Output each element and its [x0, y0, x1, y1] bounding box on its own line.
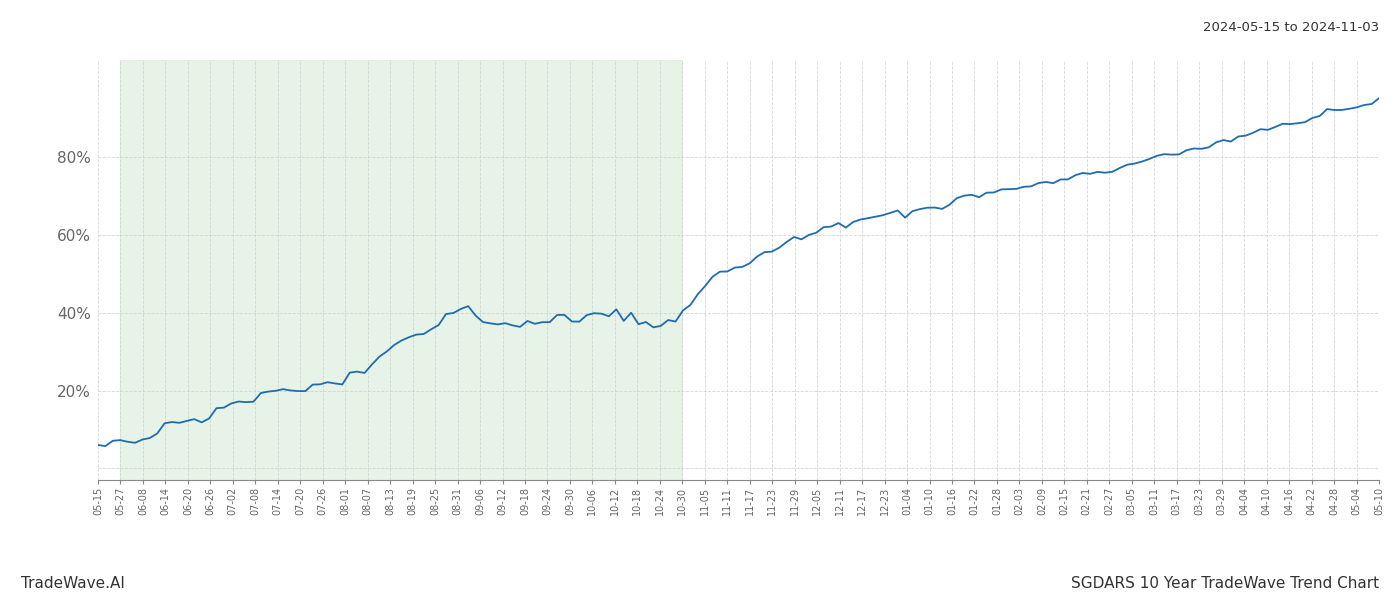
- Text: 2024-05-15 to 2024-11-03: 2024-05-15 to 2024-11-03: [1203, 21, 1379, 34]
- Text: SGDARS 10 Year TradeWave Trend Chart: SGDARS 10 Year TradeWave Trend Chart: [1071, 576, 1379, 591]
- Bar: [120, 60, 682, 480]
- Text: TradeWave.AI: TradeWave.AI: [21, 576, 125, 591]
